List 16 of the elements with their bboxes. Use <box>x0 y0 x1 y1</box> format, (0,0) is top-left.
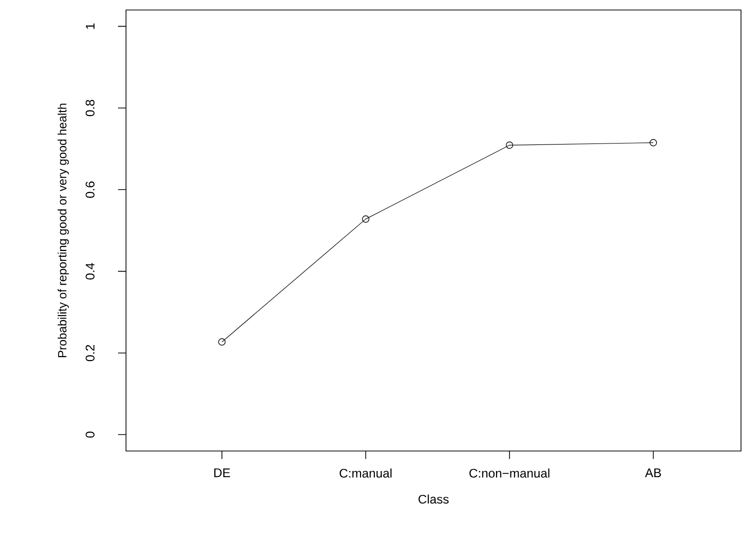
y-tick-label: 0.4 <box>86 263 94 280</box>
y-tick-label: 0.2 <box>86 344 94 362</box>
y-tick-label: 0.6 <box>86 182 94 198</box>
point <box>506 141 514 149</box>
x-tick-label: DE <box>214 468 230 478</box>
point <box>218 338 226 346</box>
x-tick-label: C:non−manual <box>469 468 550 478</box>
y-tick-label: 1 <box>86 23 94 29</box>
y-tick-label: 0.8 <box>86 100 94 116</box>
x-axis-title: Class <box>418 494 449 504</box>
x-tick-label: C:manual <box>340 468 392 478</box>
x-tick-label: AB <box>645 468 661 478</box>
point <box>650 139 657 146</box>
point <box>362 215 370 223</box>
y-axis-title: Probability of reporting good or very good health <box>58 104 69 358</box>
y-tick-label: 0 <box>86 432 94 438</box>
